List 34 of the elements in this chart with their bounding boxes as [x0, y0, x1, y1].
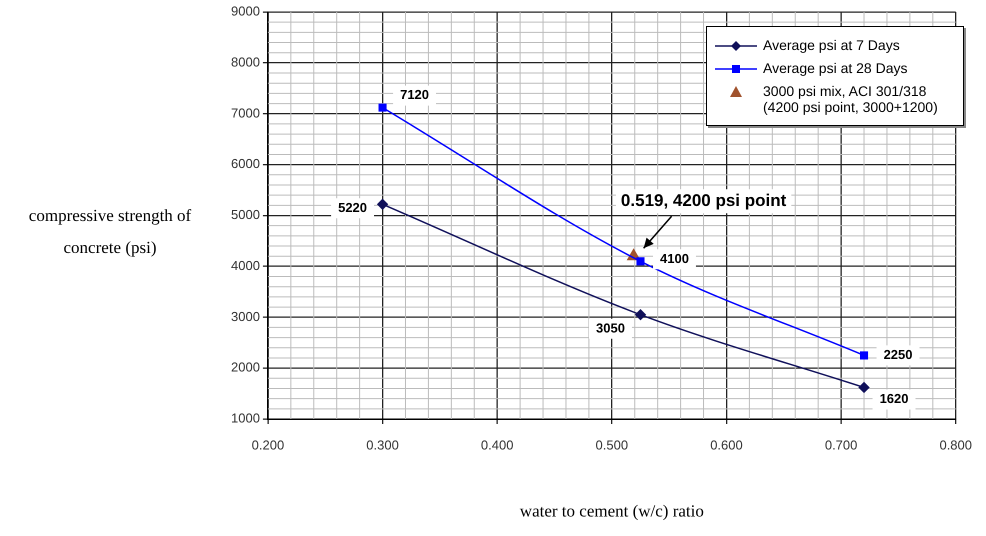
data-label: 1620	[880, 391, 908, 406]
point	[860, 351, 868, 360]
point	[634, 309, 646, 320]
annotation: 0.519, 4200 psi point	[620, 190, 787, 210]
x-tick-label: 0.500	[596, 437, 628, 452]
legend-label: Average psi at 7 Days	[763, 37, 900, 53]
data-label: 4100	[660, 250, 689, 266]
y-tick-label: 7000	[231, 105, 260, 120]
y-tick-label: 9000	[231, 4, 260, 19]
legend-label: 3000 psi mix, ACI 301/318 (4200 psi point, 3000+1200)	[763, 83, 939, 115]
y-tick-label: 3000	[231, 308, 260, 324]
data-label: 3050	[596, 320, 625, 336]
x-axis-title: water to cement (w/c) ratio	[520, 501, 704, 520]
y-tick-label: 1000	[231, 410, 260, 426]
x-tick-label: 0.400	[480, 437, 514, 452]
x-tick-label: 0.200	[252, 437, 284, 452]
x-tick-label: 0.600	[710, 437, 743, 452]
x-tick-label: 0.700	[824, 437, 858, 452]
y-tick-label: 8000	[231, 54, 260, 70]
point	[636, 257, 645, 266]
y-axis-title: compressive strength of concrete (psi)	[28, 205, 192, 259]
point	[858, 382, 870, 393]
y-tick-label: 6000	[231, 156, 260, 172]
x-tick-label: 0.300	[366, 437, 399, 452]
legend-label: Average psi at 28 Days	[763, 60, 908, 76]
data-label: 5220	[338, 200, 368, 215]
y-tick-label: 5000	[231, 207, 260, 222]
y-tick-label: 4000	[231, 258, 260, 273]
point	[378, 104, 387, 112]
data-label: 2250	[884, 346, 912, 362]
point	[377, 198, 388, 210]
x-tick-label: 0.800	[939, 437, 972, 452]
data-label: 7120	[400, 87, 430, 102]
y-tick-label: 2000	[231, 360, 260, 375]
